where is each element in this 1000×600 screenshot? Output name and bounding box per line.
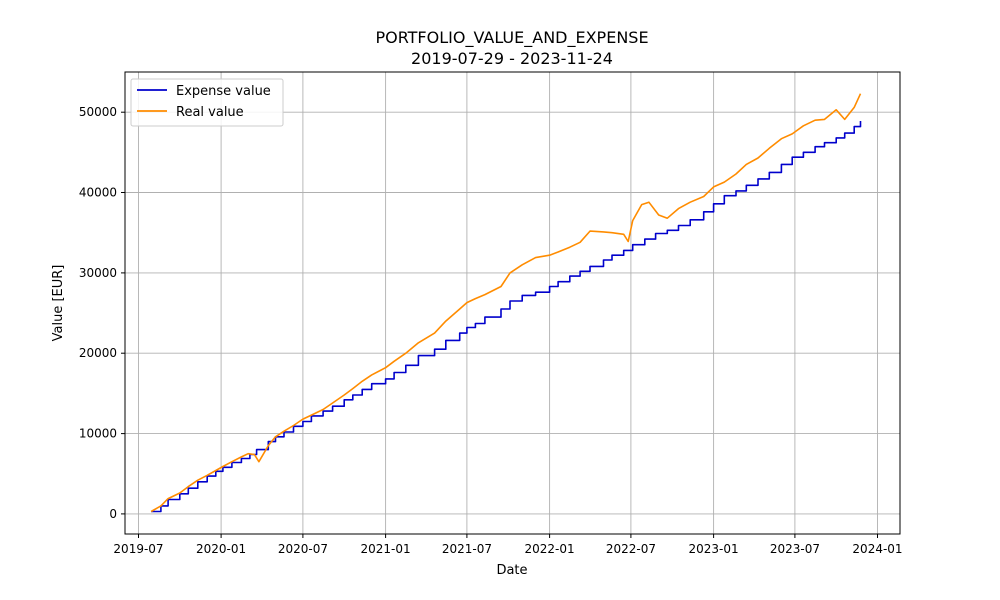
- chart-title: PORTFOLIO_VALUE_AND_EXPENSE: [375, 28, 648, 48]
- x-axis-label: Date: [496, 563, 527, 578]
- x-tick-label: 2023-01: [689, 542, 739, 556]
- legend-box: [130, 78, 284, 127]
- y-tick-label: 50000: [79, 105, 117, 119]
- y-axis: 0 10000 20000 30000 40000 50000: [79, 105, 125, 521]
- legend: Expense value Real value: [130, 78, 284, 127]
- x-tick-label: 2024-01: [852, 542, 902, 556]
- y-tick-label: 20000: [79, 346, 117, 360]
- x-tick-label: 2019-07: [113, 542, 163, 556]
- y-axis-label: Value [EUR]: [51, 265, 66, 342]
- chart-subtitle: 2019-07-29 - 2023-11-24: [411, 49, 613, 68]
- x-tick-label: 2020-01: [196, 542, 246, 556]
- x-tick-label: 2021-07: [442, 542, 492, 556]
- y-tick-label: 10000: [79, 427, 117, 441]
- y-tick-label: 0: [109, 507, 117, 521]
- series-layer: [150, 93, 862, 513]
- y-tick-label: 40000: [79, 186, 117, 200]
- x-tick-label: 2022-01: [525, 542, 575, 556]
- x-tick-label: 2021-01: [361, 542, 411, 556]
- plot-frame: [124, 71, 901, 535]
- x-tick-label: 2023-07: [770, 542, 820, 556]
- series-line-real-value: [150, 93, 862, 513]
- x-tick-label: 2022-07: [606, 542, 656, 556]
- x-axis: 2019-07 2020-01 2020-07 2021-01 2021-07 2022-…: [113, 534, 903, 556]
- legend-label-expense: Expense value: [176, 84, 271, 99]
- y-tick-label: 30000: [79, 266, 117, 280]
- x-tick-label: 2020-07: [278, 542, 328, 556]
- legend-label-real: Real value: [176, 105, 244, 120]
